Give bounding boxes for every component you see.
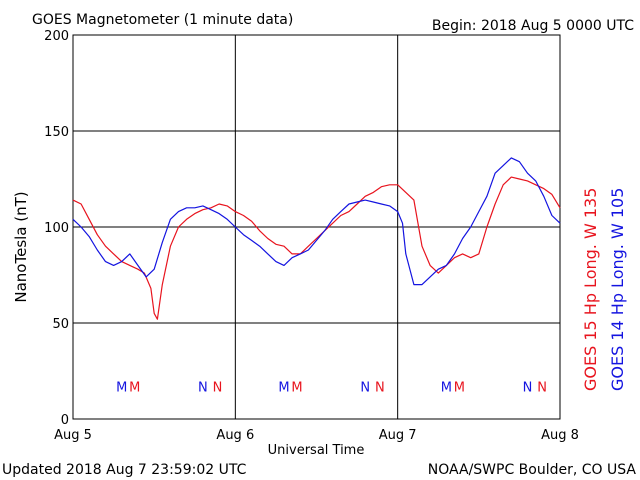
y-tick-label: 200 [44, 29, 69, 44]
updated-time: Updated 2018 Aug 7 23:59:02 UTC [2, 462, 247, 478]
event-marker-m: M [116, 380, 127, 395]
event-marker-n: N [537, 380, 547, 395]
x-tick-label: Aug 6 [216, 428, 254, 443]
event-marker-m: M [291, 380, 302, 395]
y-tick-label: 100 [44, 221, 69, 236]
x-axis-label: Universal Time [268, 443, 365, 458]
x-tick-label: Aug 5 [54, 428, 92, 443]
legend-goes14: GOES 14 Hp Long. W 105 [608, 188, 627, 391]
event-marker-n: N [360, 380, 370, 395]
event-marker-n: N [213, 380, 223, 395]
event-marker-m: M [129, 380, 140, 395]
grid-lines [73, 35, 560, 419]
y-axis-label: NanoTesla (nT) [12, 191, 30, 302]
event-marker-m: M [454, 380, 465, 395]
event-marker-m: M [441, 380, 452, 395]
legend-goes15: GOES 15 Hp Long. W 135 [581, 188, 600, 391]
data-series [72, 157, 561, 320]
event-marker-m: M [278, 380, 289, 395]
event-marker-n: N [198, 380, 208, 395]
y-tick-label: 150 [44, 125, 69, 140]
x-tick-label: Aug 7 [379, 428, 417, 443]
x-tick-label: Aug 8 [541, 428, 579, 443]
chart-title: GOES Magnetometer (1 minute data) [32, 12, 293, 28]
y-tick-label: 50 [52, 317, 69, 332]
event-marker-n: N [375, 380, 385, 395]
y-tick-label: 0 [61, 413, 69, 428]
source-credit: NOAA/SWPC Boulder, CO USA [428, 462, 637, 478]
goes15-line [72, 176, 561, 320]
begin-time: Begin: 2018 Aug 5 0000 UTC [432, 18, 634, 34]
axis-ticks: 0 50 100 150 200 Aug 5 Aug 6 Aug 7 Aug 8 [44, 29, 579, 443]
goes14-line [72, 157, 561, 286]
event-marker-n: N [523, 380, 533, 395]
